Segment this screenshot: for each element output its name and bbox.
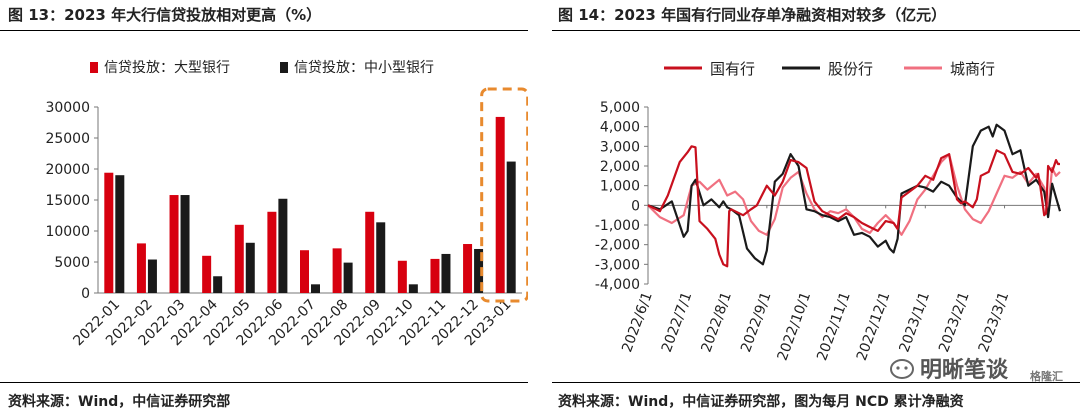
right-panel: 图 14：2023 年国有行同业存单净融资相对较多（亿元） 国有行 股份行 城商行 -… [552,0,1080,419]
bar-small-bank [474,248,484,293]
watermark: 明晰笔谈 格隆汇 [890,357,1063,383]
series-line-state-owned [647,145,1060,268]
x-tick-label: 2023/2/1 [936,290,973,355]
bar-small-bank [343,262,353,293]
legend-swatch [90,62,98,73]
bar-chart: 信贷投放：大型银行 信贷投放：中小型银行 0 5000 10000 15000 20000 2… [45,60,528,349]
bar-large-bank [267,211,277,293]
bar-small-bank [408,284,418,293]
y-tick-label: -4,000 [595,277,640,293]
legend-label: 信贷投放：中小型银行 [294,60,434,76]
x-tick-label: 2022/12/1 [854,290,894,363]
y-tick-label: -1,000 [595,218,640,234]
legend-label: 国有行 [710,60,755,78]
y-tick-label: 30000 [45,100,90,116]
bar-large-bank [202,255,212,293]
bar-large-bank [495,116,505,293]
source-note-13: 资料来源：Wind，中信证券研究部 [8,394,231,410]
bar-large-bank [104,172,114,293]
bar-small-bank [376,222,386,293]
y-tick-label: 1,000 [600,179,640,195]
x-tick-label: 2022/6/1 [619,290,656,355]
bar-large-bank [430,258,440,293]
y-tick-label: 2,000 [600,159,640,175]
bar-small-bank [311,284,320,293]
source-rule [552,382,1080,383]
bar-large-bank [136,243,146,293]
source-note-14: 资料来源：Wind，中信证券研究部，图为每月 NCD 累计净融资 [558,394,964,410]
x-tick-label: 2022/7/1 [659,290,696,355]
bar-large-bank [463,244,473,293]
line-chart: 国有行 股份行 城商行 -4,000 -3,000 -2,000 -1,000 0 1,000 2… [595,60,1062,363]
watermark-extra: 格隆汇 [1030,369,1063,383]
bar-small-bank [441,253,451,293]
y-tick-label: 10000 [45,224,90,240]
y-tick-label: 0 [81,286,90,302]
title-rule [0,30,528,31]
legend-label: 股份行 [828,60,873,78]
y-tick-label: 5,000 [600,100,640,116]
y-tick-label: 4,000 [600,120,640,136]
bar-large-bank [365,211,375,293]
chart-title-14: 图 14：2023 年国有行同业存单净融资相对较多（亿元） [558,6,947,24]
x-tick-label: 2022/9/1 [738,290,775,355]
wechat-icon [890,359,914,379]
x-tick-label: 2022/10/1 [775,290,815,363]
series-line-joint-stock [647,123,1062,266]
x-tick-label: 2022/8/1 [698,290,735,355]
bar-small-bank [147,259,157,293]
bar-small-bank [278,198,288,293]
bar-large-bank [397,260,407,293]
y-tick-label: 5000 [54,255,90,271]
highlight-box [480,87,528,303]
y-tick-label: 20000 [45,162,90,178]
y-tick-label: 25000 [45,131,90,147]
source-rule [0,382,528,383]
bar-large-bank [300,250,309,293]
legend: 信贷投放：大型银行 信贷投放：中小型银行 [90,60,434,76]
x-tick-label: 2023/3/1 [976,290,1013,355]
y-tick-label: 15000 [45,193,90,209]
bar-small-bank [180,195,190,293]
x-tick-label: 2022/11/1 [814,290,854,363]
bar-small-bank [115,175,125,293]
legend-label: 信贷投放：大型银行 [104,60,230,76]
y-tick-label: -2,000 [595,238,640,254]
bar-large-bank [332,248,342,293]
legend: 国有行 股份行 城商行 [664,60,995,78]
bar-large-bank [169,195,179,293]
bar-small-bank [213,276,223,293]
bar-large-bank [234,224,244,293]
series-line-city-commercial [647,153,1061,236]
bar-small-bank [245,242,255,293]
legend-swatch [280,62,288,73]
y-tick-label: 3,000 [600,139,640,155]
legend-label: 城商行 [950,60,995,78]
x-tick-label: 2023/1/1 [897,290,934,355]
y-tick-label: 0 [631,198,640,214]
y-tick-label: -3,000 [595,257,640,273]
chart-title-13: 图 13：2023 年大行信贷投放相对更高（%） [8,6,322,24]
title-rule [552,30,1080,31]
left-panel: 图 13：2023 年大行信贷投放相对更高（%） 信贷投放：大型银行 信贷投放：中… [0,0,528,419]
watermark-text: 明晰笔谈 [920,357,1009,383]
bar-small-bank [506,161,516,293]
